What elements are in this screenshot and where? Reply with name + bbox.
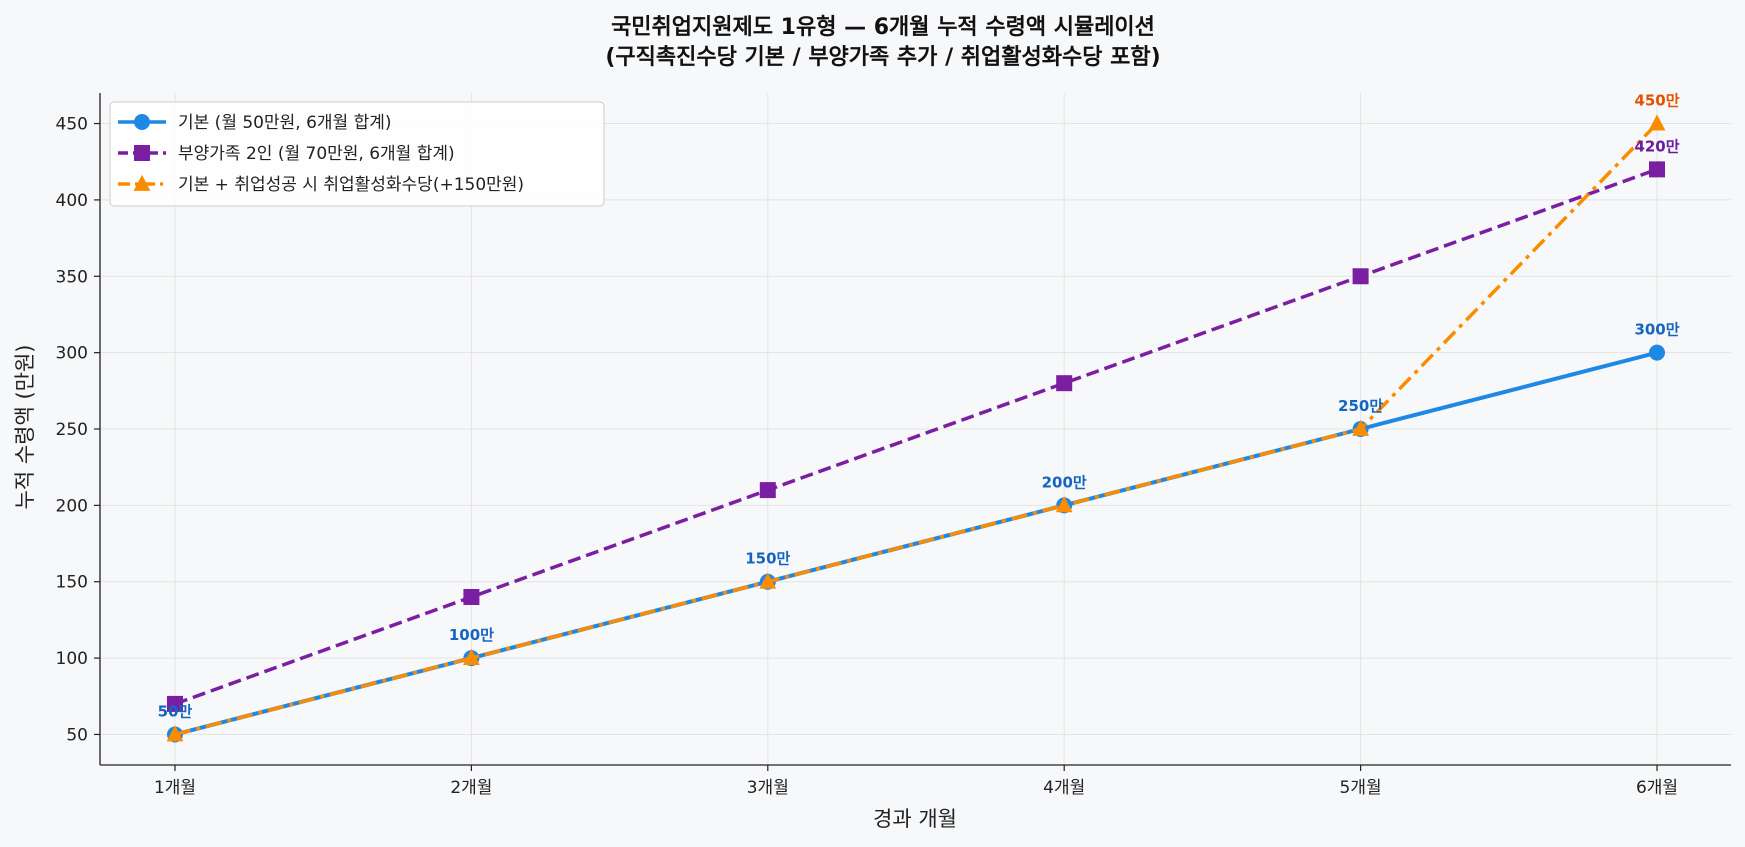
y-tick-label: 400 (56, 191, 88, 211)
data-labels: 50만 100만 150만 200만 250만 300만 420만 450만 (158, 92, 1680, 721)
legend-label: 기본 (월 50만원, 6개월 합계) (178, 113, 392, 133)
point-square (463, 589, 480, 605)
chart-title: 국민취업지원제도 1유형 — 6개월 누적 수령액 시뮬레이션 (611, 15, 1155, 40)
legend-item-1: 기본 (월 50만원, 6개월 합계) (118, 113, 392, 133)
y-tick-label: 150 (56, 573, 88, 593)
point-circle (1649, 344, 1665, 361)
data-label: 100만 (449, 626, 494, 644)
data-label: 200만 (1042, 473, 1087, 491)
series-2 (167, 161, 1665, 712)
data-label: 150만 (745, 550, 790, 568)
point-triangle (1648, 114, 1666, 131)
point-square (1352, 268, 1369, 285)
series-1 (167, 344, 1665, 743)
x-tick-label: 2개월 (450, 778, 492, 798)
point-triangle (133, 174, 151, 191)
series-3 (166, 114, 1666, 742)
series-line (174, 167, 1658, 706)
series-line (174, 122, 1659, 737)
y-tick-label: 250 (56, 420, 88, 440)
y-tick-label: 200 (56, 496, 88, 516)
series-layer (166, 114, 1666, 743)
x-tick-label: 1개월 (154, 778, 196, 798)
legend: 기본 (월 50만원, 6개월 합계) 부양가족 2인 (월 70만원, 6개월 … (109, 101, 605, 207)
x-axis-label: 경과 개월 (873, 807, 957, 831)
point-square (167, 695, 183, 712)
y-tick-label: 50 (66, 725, 88, 745)
point-triangle (166, 725, 184, 742)
axes: 50 100 150 200 250 300 350 400 450 1개월 2개월 3개월 4개월 5개… (56, 93, 1731, 798)
point-triangle (1352, 419, 1369, 436)
x-tick-label: 3개월 (747, 778, 789, 798)
point-square (134, 145, 150, 161)
x-tick-label: 4개월 (1043, 778, 1085, 798)
y-tick-label: 350 (56, 267, 88, 287)
legend-label: 부양가족 2인 (월 70만원, 6개월 합계) (178, 144, 455, 164)
point-square (1649, 161, 1665, 178)
chart-subtitle: (구직촉진수당 기본 / 부양가족 추가 / 취업활성화수당 포함) (605, 45, 1160, 70)
point-triangle (1055, 496, 1073, 513)
series-line (174, 350, 1658, 737)
legend-item-2: 부양가족 2인 (월 70만원, 6개월 합계) (118, 144, 455, 164)
legend-box (109, 101, 605, 207)
point-triangle (759, 572, 777, 589)
y-tick-label: 300 (56, 344, 88, 364)
data-label: 450만 (1634, 92, 1679, 110)
point-square (1056, 375, 1073, 392)
point-triangle (463, 648, 480, 665)
legend-label: 기본 + 취업성공 시 취업활성화수당(+150만원) (178, 175, 524, 195)
point-square (759, 482, 776, 499)
legend-item-3: 기본 + 취업성공 시 취업활성화수당(+150만원) (118, 174, 524, 195)
y-axis-label: 누적 수령액 (만원) (13, 345, 37, 510)
data-label: 250만 (1338, 397, 1383, 415)
data-label: 420만 (1634, 137, 1679, 155)
x-tick-label: 6개월 (1636, 778, 1678, 798)
data-label: 50만 (158, 702, 193, 720)
point-circle (134, 114, 150, 130)
x-tick-label: 5개월 (1340, 778, 1382, 798)
y-tick-label: 450 (56, 115, 88, 135)
data-label: 300만 (1634, 321, 1679, 339)
y-tick-label: 100 (56, 649, 88, 669)
